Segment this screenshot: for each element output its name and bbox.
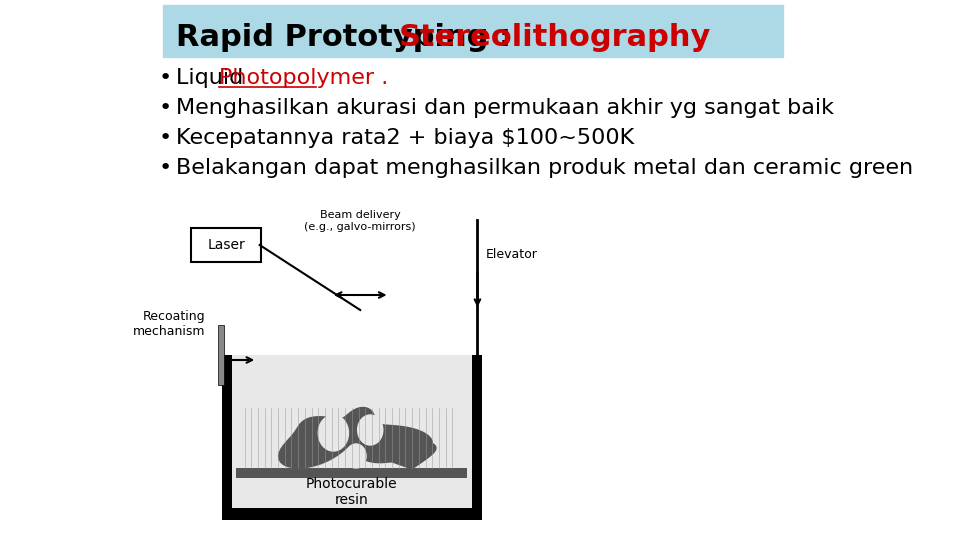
FancyBboxPatch shape <box>163 5 783 57</box>
Text: •: • <box>158 68 172 88</box>
Bar <box>222 508 482 520</box>
Bar <box>218 325 225 385</box>
Text: Photopolymer .: Photopolymer . <box>220 68 389 88</box>
Text: Beam delivery
(e.g., galvo-mirrors): Beam delivery (e.g., galvo-mirrors) <box>304 210 416 232</box>
Text: Kecepatannya rata2 + biaya $100~500K: Kecepatannya rata2 + biaya $100~500K <box>176 128 635 148</box>
Circle shape <box>346 444 366 468</box>
Circle shape <box>319 415 348 451</box>
Text: Photocurable
resin: Photocurable resin <box>306 477 397 507</box>
Text: Elevator: Elevator <box>486 248 538 261</box>
Text: •: • <box>158 98 172 118</box>
Bar <box>232 355 471 508</box>
Text: Stereolithography: Stereolithography <box>398 24 711 52</box>
Bar <box>236 468 468 478</box>
Text: Belakangan dapat menghasilkan produk metal dan ceramic green: Belakangan dapat menghasilkan produk met… <box>176 158 913 178</box>
Circle shape <box>358 415 383 445</box>
Polygon shape <box>386 427 437 469</box>
Bar <box>471 355 482 520</box>
FancyBboxPatch shape <box>191 228 261 262</box>
Text: Liquid: Liquid <box>176 68 251 88</box>
Text: Recoating
mechanism: Recoating mechanism <box>132 310 205 338</box>
Bar <box>222 355 232 520</box>
Polygon shape <box>277 407 433 469</box>
Text: Laser: Laser <box>207 238 245 252</box>
Text: Rapid Prototyping :: Rapid Prototyping : <box>176 24 521 52</box>
Text: •: • <box>158 158 172 178</box>
Text: Menghasilkan akurasi dan permukaan akhir yg sangat baik: Menghasilkan akurasi dan permukaan akhir… <box>176 98 834 118</box>
Text: •: • <box>158 128 172 148</box>
